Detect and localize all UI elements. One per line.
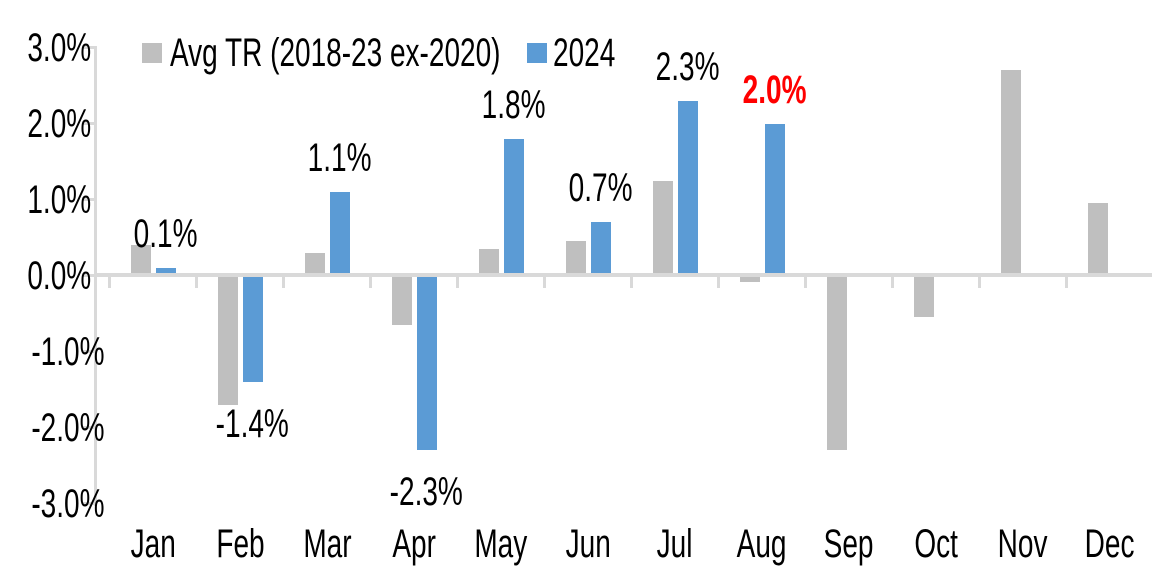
- x-axis-label-oct: Oct: [914, 522, 958, 566]
- x-axis-label-sep: Sep: [824, 522, 874, 566]
- y-axis-label: -3.0%: [31, 481, 105, 526]
- x-axis-zero-line: [94, 273, 1152, 277]
- bar-2024-may: [503, 138, 524, 276]
- x-axis-label-may: May: [474, 522, 528, 566]
- data-label-may: 1.8%: [481, 82, 546, 127]
- y-axis-tick: [83, 46, 96, 49]
- bar-2024-jun: [590, 222, 611, 276]
- y-axis-tick: [83, 350, 96, 353]
- legend-label-avg-tr: Avg TR (2018-23 ex-2020): [170, 33, 642, 73]
- bar-avg-tr-sep: [826, 275, 847, 451]
- bar-2024-apr: [416, 275, 437, 451]
- x-axis-tick: [891, 275, 894, 288]
- y-axis-label: 3.0%: [27, 25, 92, 70]
- bar-avg-tr-nov: [1000, 70, 1021, 276]
- y-axis-label: 2.0%: [27, 101, 92, 146]
- bar-2024-aug: [764, 123, 785, 276]
- bar-avg-tr-jul: [652, 180, 673, 276]
- x-axis-tick: [456, 275, 459, 288]
- x-axis-label-mar: Mar: [302, 522, 352, 566]
- x-axis-tick: [282, 275, 285, 288]
- y-axis-tick: [83, 426, 96, 429]
- y-axis-label: -1.0%: [31, 329, 105, 374]
- x-axis-tick: [1065, 275, 1068, 288]
- x-axis-label-apr: Apr: [392, 522, 436, 566]
- bar-avg-tr-apr: [391, 275, 412, 325]
- legend-label-2024: 2024: [553, 33, 642, 73]
- y-axis-tick: [83, 274, 96, 277]
- y-axis-tick: [83, 198, 96, 201]
- bar-2024-jul: [677, 100, 698, 276]
- legend-swatch-2024: [527, 43, 547, 63]
- x-axis-label-dec: Dec: [1085, 522, 1135, 566]
- bar-avg-tr-jun: [565, 241, 586, 276]
- legend-label-2024-text: 2024: [553, 31, 616, 75]
- x-axis-tick: [108, 275, 111, 288]
- data-label-apr: -2.3%: [389, 470, 464, 515]
- x-axis-label-jan: Jan: [130, 522, 176, 566]
- data-label-jul: 2.3%: [655, 44, 720, 89]
- y-axis-label: 0.0%: [27, 253, 92, 298]
- x-axis-label-jul: Jul: [657, 522, 693, 566]
- x-axis-tick: [195, 275, 198, 288]
- bar-avg-tr-jan: [130, 245, 151, 276]
- data-label-feb: -1.4%: [215, 401, 290, 446]
- bar-avg-tr-oct: [913, 275, 934, 318]
- bar-avg-tr-feb: [217, 275, 238, 405]
- x-axis-tick: [369, 275, 372, 288]
- y-axis-tick: [83, 502, 96, 505]
- legend-swatch-avg-tr: [142, 43, 162, 63]
- x-axis-label-nov: Nov: [998, 522, 1048, 566]
- x-axis-tick: [804, 275, 807, 288]
- x-axis-tick: [978, 275, 981, 288]
- bar-2024-jan: [155, 267, 176, 276]
- x-axis-label-aug: Aug: [737, 522, 787, 566]
- bar-avg-tr-aug: [739, 275, 760, 282]
- bar-avg-tr-mar: [304, 252, 325, 276]
- bar-2024-feb: [242, 275, 263, 382]
- x-axis-tick: [543, 275, 546, 288]
- x-axis-label-jun: Jun: [565, 522, 611, 566]
- x-axis-label-feb: Feb: [215, 522, 265, 566]
- x-axis-tick: [717, 275, 720, 288]
- y-axis-label: -2.0%: [31, 405, 105, 450]
- y-axis-label: 1.0%: [27, 177, 92, 222]
- data-label-mar: 1.1%: [307, 135, 372, 180]
- data-label-jan: 0.1%: [133, 211, 198, 256]
- bar-2024-mar: [329, 191, 350, 276]
- bar-avg-tr-dec: [1087, 203, 1108, 276]
- x-axis-tick: [630, 275, 633, 288]
- legend-label-avg-tr-text: Avg TR (2018-23 ex-2020): [170, 31, 501, 75]
- y-axis-tick: [83, 122, 96, 125]
- data-label-jun: 0.7%: [568, 166, 633, 211]
- data-label-aug: 2.0%: [742, 67, 807, 112]
- bar-avg-tr-may: [478, 248, 499, 276]
